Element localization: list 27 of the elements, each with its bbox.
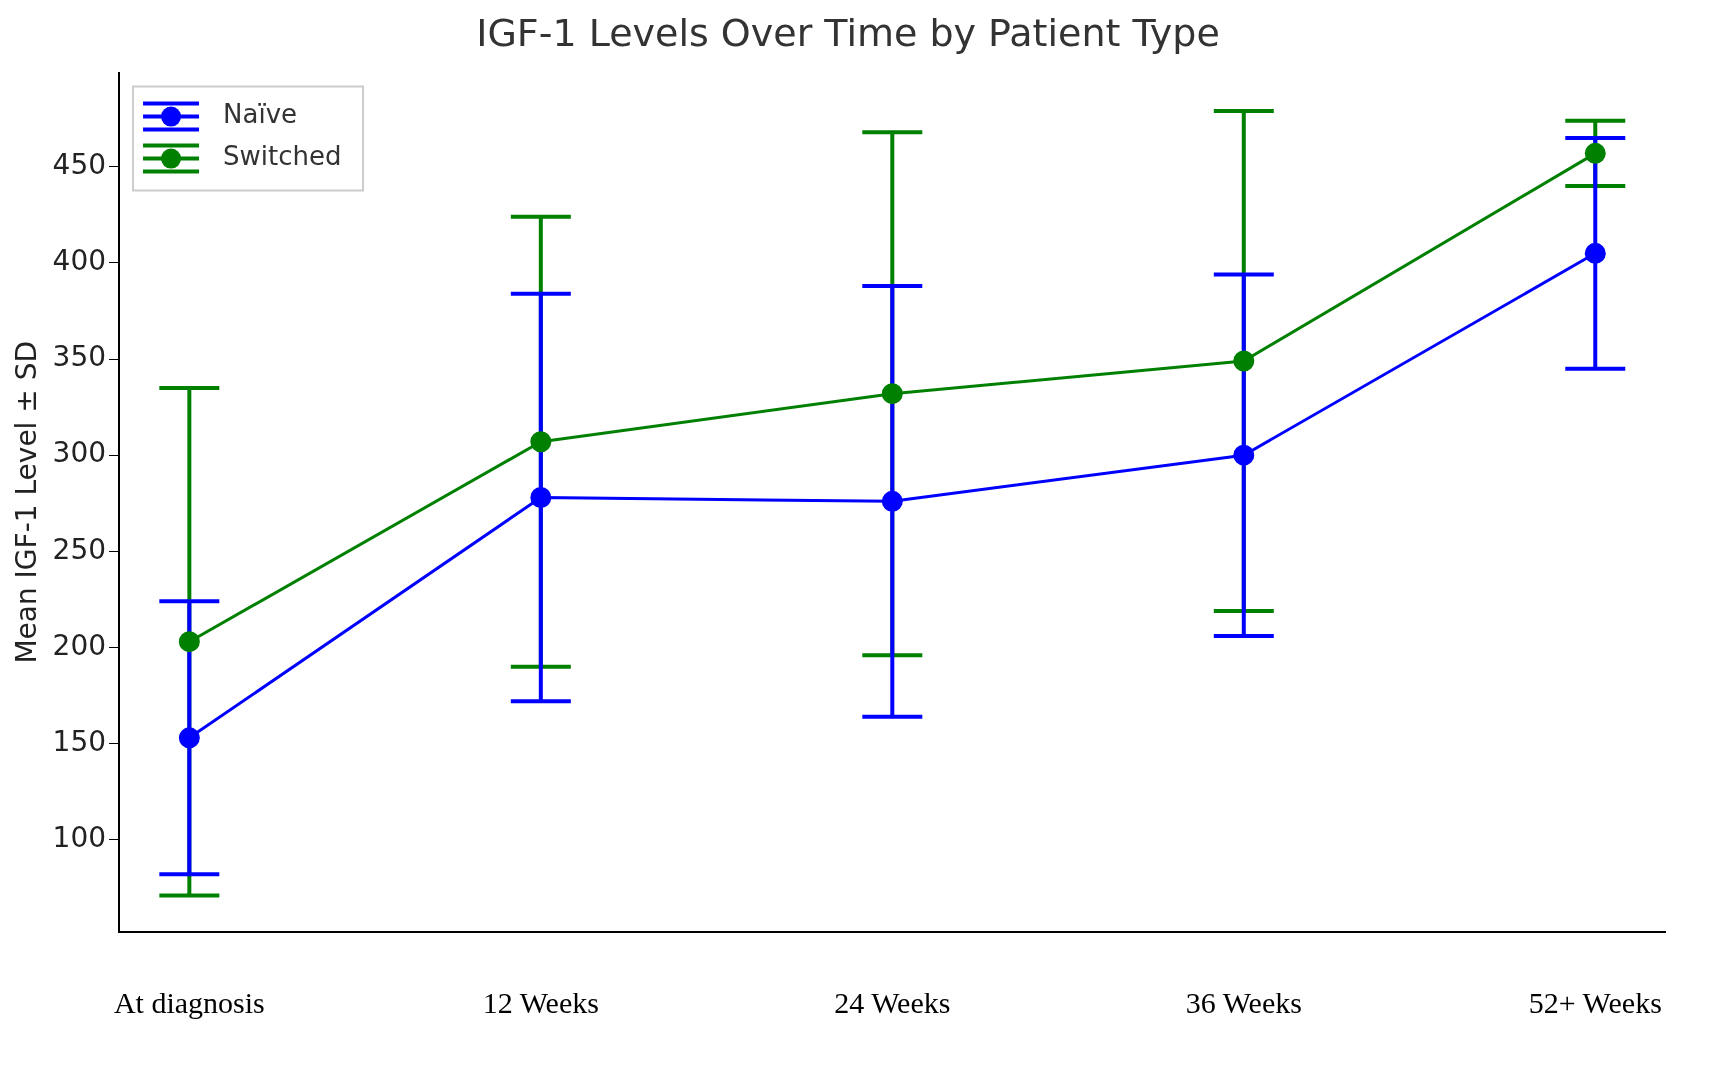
y-tick-label: 200 <box>52 628 107 662</box>
y-tick-label: 150 <box>52 724 107 758</box>
x-tick-label: 12 Weeks <box>482 985 599 1019</box>
legend-label: Switched <box>223 141 342 172</box>
y-axis-title: Mean IGF-1 Level ± SD <box>10 341 44 664</box>
point <box>530 486 552 508</box>
point <box>1584 142 1606 164</box>
x-tick-label: At diagnosis <box>113 985 265 1019</box>
y-tick-label: 400 <box>52 244 107 278</box>
legend-label: Naïve <box>223 99 298 130</box>
point <box>881 490 903 512</box>
y-tick-label: 300 <box>52 436 107 470</box>
x-tick-label: 36 Weeks <box>1185 985 1302 1019</box>
point <box>178 631 200 653</box>
chart-title: IGF-1 Levels Over Time by Patient Type <box>476 10 1220 55</box>
point <box>1233 350 1255 372</box>
y-tick-label: 350 <box>52 340 107 374</box>
x-tick-label: 24 Weeks <box>834 985 951 1019</box>
point <box>178 727 200 749</box>
x-tick-label: 52+ Weeks <box>1528 985 1662 1019</box>
point <box>1233 444 1255 466</box>
point <box>1584 242 1606 264</box>
point <box>530 431 552 453</box>
point <box>881 383 903 405</box>
y-tick-label: 100 <box>52 821 107 854</box>
y-tick-label: 450 <box>52 148 107 182</box>
y-tick-label: 250 <box>52 532 107 566</box>
